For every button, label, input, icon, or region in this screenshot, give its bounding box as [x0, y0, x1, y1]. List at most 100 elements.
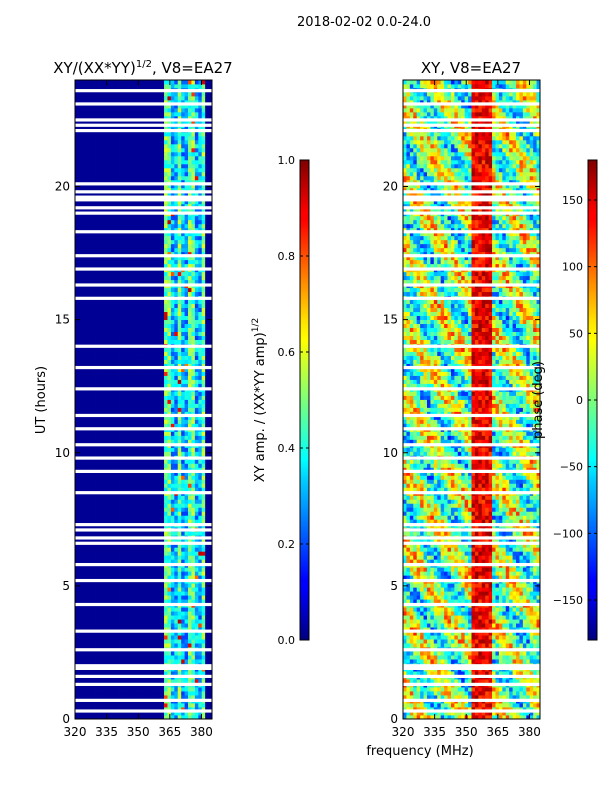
- heatmap-cell: [184, 619, 189, 624]
- heatmap-cell: [88, 471, 93, 476]
- heatmap-cell: [164, 571, 168, 576]
- heatmap-cell: [164, 467, 168, 472]
- heatmap-cell: [146, 383, 151, 388]
- heatmap-cell: [102, 459, 107, 464]
- heatmap-cell: [164, 679, 168, 684]
- heatmap-cell: [75, 363, 79, 368]
- heatmap-cell: [198, 611, 203, 616]
- heatmap-cell: [133, 643, 138, 648]
- heatmap-cell: [105, 627, 110, 632]
- heatmap-cell: [75, 415, 79, 420]
- heatmap-cell: [184, 651, 189, 656]
- heatmap-cell: [126, 623, 131, 628]
- heatmap-cell: [140, 599, 144, 604]
- heatmap-cell: [119, 359, 124, 364]
- heatmap-cell: [160, 411, 165, 416]
- heatmap-cell: [201, 691, 206, 696]
- heatmap-cell: [129, 235, 134, 241]
- heatmap-cell: [75, 635, 79, 640]
- heatmap-cell: [105, 519, 110, 524]
- heatmap-cell: [194, 475, 199, 480]
- heatmap-cell: [160, 467, 165, 472]
- heatmap-cell: [205, 315, 209, 321]
- heatmap-cell: [201, 319, 206, 325]
- heatmap-cell: [81, 503, 86, 508]
- heatmap-cell: [133, 395, 138, 400]
- heatmap-cell: [205, 251, 209, 257]
- heatmap-cell: [177, 571, 182, 576]
- heatmap-cell: [164, 383, 168, 388]
- heatmap-cell: [78, 703, 83, 708]
- heatmap-cell: [116, 479, 120, 484]
- heatmap-cell: [95, 379, 100, 384]
- heatmap-cell: [88, 679, 93, 684]
- heatmap-cell: [194, 487, 199, 492]
- heatmap-cell: [177, 503, 182, 508]
- heatmap-cell: [143, 511, 148, 516]
- heatmap-cell: [112, 351, 117, 356]
- heatmap-cell: [181, 391, 185, 396]
- heatmap-cell: [140, 459, 144, 464]
- heatmap-cell: [174, 643, 179, 648]
- heatmap-cell: [160, 463, 165, 468]
- heatmap-cell: [181, 279, 185, 285]
- heatmap-cell: [167, 347, 172, 352]
- heatmap-cell: [146, 391, 151, 396]
- heatmap-cell: [88, 379, 93, 384]
- heatmap-cell: [109, 631, 114, 636]
- heatmap-cell: [201, 467, 206, 472]
- heatmap-cell: [181, 571, 185, 576]
- heatmap-cell: [98, 303, 103, 309]
- heatmap-cell: [208, 403, 212, 408]
- heatmap-cell: [150, 623, 155, 628]
- heatmap-cell: [119, 511, 124, 516]
- heatmap-cell: [116, 511, 120, 516]
- panel-amplitude: XY/(XX*YY)1/2, V8=EA27 320 335 350 365 38005…: [34, 59, 233, 739]
- heatmap-cell: [81, 463, 86, 468]
- heatmap-cell: [98, 671, 103, 676]
- heatmap-cell: [75, 591, 79, 596]
- heatmap-cell: [164, 339, 168, 344]
- heatmap-cell: [181, 367, 185, 372]
- heatmap-cell: [170, 263, 175, 269]
- heatmap-cell: [201, 239, 206, 245]
- heatmap-cell: [153, 479, 158, 484]
- heatmap-cell: [119, 679, 124, 684]
- heatmap-cell: [102, 327, 107, 332]
- heatmap-cell: [109, 319, 114, 325]
- heatmap-cell: [170, 659, 175, 664]
- heatmap-cell: [109, 511, 114, 516]
- heatmap-cell: [126, 587, 131, 592]
- heatmap-cell: [191, 547, 196, 552]
- heatmap-cell: [177, 299, 182, 305]
- heatmap-cell: [143, 619, 148, 624]
- heatmap-cell: [85, 475, 90, 480]
- heatmap-cell: [116, 471, 120, 476]
- heatmap-cell: [198, 339, 203, 344]
- heatmap-cell: [153, 551, 158, 556]
- heatmap-cell: [85, 707, 90, 712]
- heatmap-cell: [109, 595, 114, 600]
- heatmap-cell: [112, 375, 117, 380]
- heatmap-cell: [164, 695, 168, 700]
- heatmap-cell: [126, 539, 131, 544]
- heatmap-cell: [102, 239, 107, 245]
- heatmap-cell: [119, 331, 124, 336]
- heatmap-cell: [160, 451, 165, 456]
- heatmap-cell: [201, 331, 206, 336]
- heatmap-cell: [129, 591, 134, 596]
- heatmap-cell: [122, 247, 127, 253]
- heatmap-cell: [112, 655, 117, 660]
- heatmap-cell: [191, 615, 196, 620]
- heatmap-cell: [78, 375, 83, 380]
- heatmap-cell: [105, 355, 110, 360]
- heatmap-cell: [140, 351, 144, 356]
- heatmap-cell: [150, 467, 155, 472]
- heatmap-cell: [150, 695, 155, 700]
- heatmap-cell: [85, 479, 90, 484]
- heatmap-cell: [208, 275, 212, 281]
- heatmap-cell: [160, 611, 165, 616]
- heatmap-cell: [146, 707, 151, 712]
- heatmap-cell: [88, 439, 93, 444]
- heatmap-cell: [167, 239, 172, 245]
